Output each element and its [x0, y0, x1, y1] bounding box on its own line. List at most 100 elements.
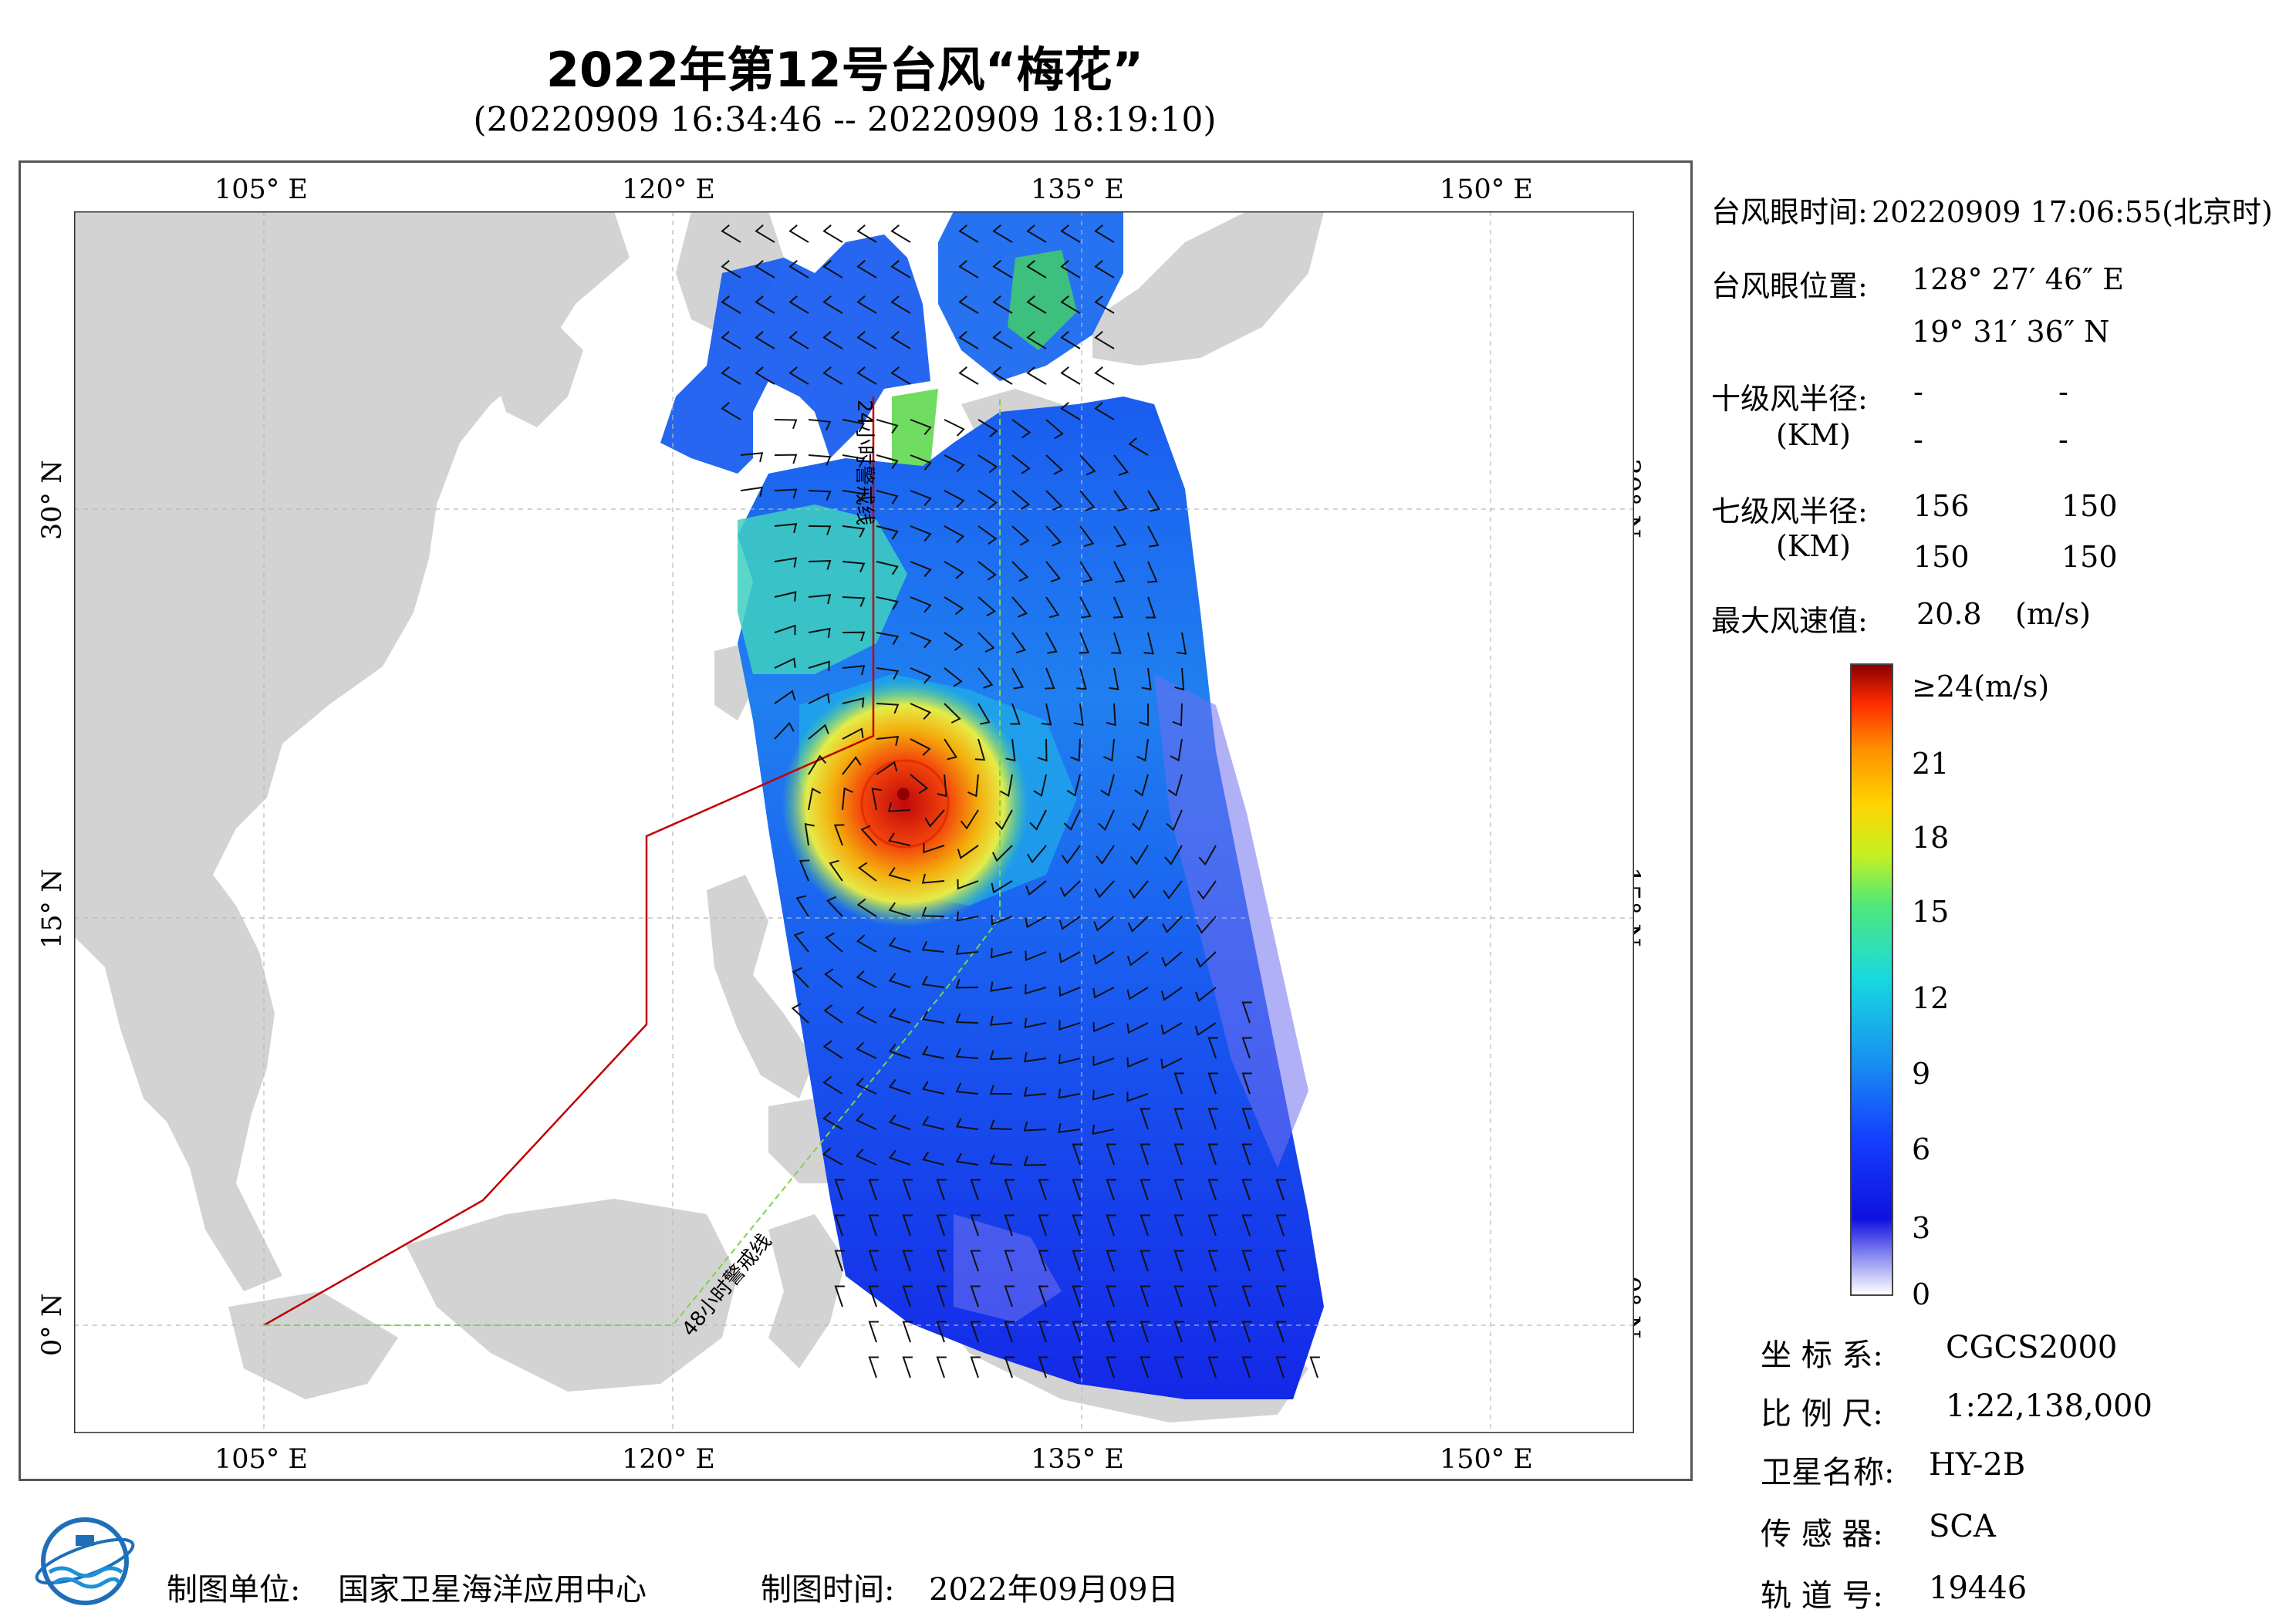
wind-barb: [1094, 224, 1115, 243]
wind-barb: [1038, 1285, 1048, 1308]
eye-latitude: 19° 31′ 36″ N: [1912, 315, 2110, 349]
wind-barb: [1072, 1214, 1082, 1237]
wind-barb: [1025, 950, 1047, 961]
wind-barb: [808, 559, 832, 570]
wind-barb: [1275, 1179, 1286, 1201]
wind-barb: [1106, 1321, 1116, 1343]
r7-value-2: 150: [2061, 489, 2118, 523]
wind-barb: [991, 845, 1013, 862]
wind-barb: [888, 937, 911, 953]
wind-barb: [937, 774, 947, 798]
wind-barb: [1241, 1072, 1252, 1095]
wind-barb: [1038, 1214, 1048, 1237]
wind-barb: [1060, 366, 1081, 385]
wind-barb: [890, 295, 911, 314]
typhoon-eye-point: [896, 788, 910, 801]
wind-barb: [1072, 1143, 1082, 1166]
wind-barb: [1166, 809, 1183, 832]
wind-barb: [1102, 738, 1115, 762]
wind-barb: [1111, 632, 1122, 654]
wind-barb: [1241, 1001, 1252, 1024]
lat-tick-left-0: 0° N: [37, 1293, 68, 1356]
wind-barb: [989, 1119, 1013, 1130]
wind-barb: [1063, 809, 1081, 831]
wind-barb: [721, 366, 741, 385]
wind-barb: [788, 366, 809, 385]
wind-barb: [1207, 1356, 1218, 1378]
wind-speed-colorbar: [1850, 663, 1893, 1296]
wind-barb: [1140, 1250, 1150, 1272]
wind-barb: [876, 596, 899, 610]
wind-barb: [1092, 951, 1115, 965]
wind-barb: [977, 703, 991, 725]
wind-barb: [1173, 1250, 1184, 1272]
wind-barb: [833, 824, 845, 846]
wind-barb: [922, 1115, 945, 1130]
wind-barb: [890, 260, 911, 278]
sensor-label: 传 感 器:: [1761, 1517, 1883, 1552]
wind-barb: [957, 845, 979, 859]
wind-barb: [910, 632, 932, 649]
wind-barb: [958, 224, 979, 243]
wind-barb: [1198, 845, 1217, 866]
wind-barb: [774, 690, 796, 704]
wind-barb: [842, 727, 864, 740]
wind-barb: [755, 295, 775, 314]
wind-barb: [1139, 703, 1150, 727]
wind-barb: [793, 931, 809, 953]
wind-barb: [1143, 632, 1154, 655]
wind-barb: [887, 801, 911, 812]
wind-barb: [755, 224, 775, 243]
wind-barb: [1079, 525, 1095, 548]
wind-barb: [876, 525, 899, 540]
wind-barb: [876, 454, 899, 469]
wind-barb: [1194, 1022, 1217, 1037]
r10-value-1: -: [1913, 375, 1923, 409]
wind-barb: [977, 454, 998, 474]
wind-barb: [1094, 331, 1115, 349]
wind-barb: [856, 1006, 877, 1024]
wind-barb: [902, 1179, 913, 1201]
wind-barb: [967, 774, 979, 798]
wind-barb: [1092, 987, 1115, 999]
wind-barb: [1025, 916, 1047, 929]
wind-barb: [1045, 632, 1058, 654]
wind-barb: [910, 667, 932, 684]
wind-barb: [808, 454, 832, 466]
wind-barb: [1098, 809, 1115, 832]
colorbar-label-18: 18: [1912, 821, 1950, 855]
wind-barb: [822, 260, 843, 278]
wind-barb: [1033, 774, 1047, 797]
wind-barb: [936, 1214, 947, 1237]
wind-barb: [1173, 1179, 1184, 1201]
wind-barb: [755, 331, 775, 349]
wind-barb: [856, 224, 877, 243]
eye-time-value: 20220909 17:06:55(北京时): [1872, 195, 2273, 229]
wind-barb: [808, 693, 830, 704]
wind-barb: [888, 1149, 911, 1166]
wind-barb: [1041, 703, 1052, 726]
wind-barb: [808, 525, 832, 535]
wind-barb: [740, 486, 763, 497]
colorbar-label-6: 6: [1912, 1132, 1931, 1166]
wind-barb: [955, 978, 979, 989]
wind-barb: [842, 561, 866, 573]
wind-barb: [856, 260, 877, 278]
wind-barb: [1170, 738, 1183, 762]
eye-longitude: 128° 27′ 46″ E: [1912, 262, 2125, 296]
wind-barb: [955, 1118, 979, 1130]
wind-barb: [1100, 774, 1115, 797]
wind-barb: [1060, 295, 1081, 314]
wind-barb: [977, 525, 998, 545]
wind-barb: [1207, 1250, 1218, 1272]
wind-barb: [890, 331, 911, 349]
wind-barb: [1029, 809, 1047, 831]
wind-barb: [1195, 987, 1217, 1002]
wind-barb: [944, 419, 965, 437]
wind-barb: [1045, 490, 1063, 511]
wind-barb: [1106, 1356, 1116, 1378]
wind-barb: [1196, 916, 1217, 934]
wind-barb: [1241, 1250, 1252, 1272]
wind-barb: [992, 366, 1013, 385]
wind-barb: [868, 1250, 879, 1272]
